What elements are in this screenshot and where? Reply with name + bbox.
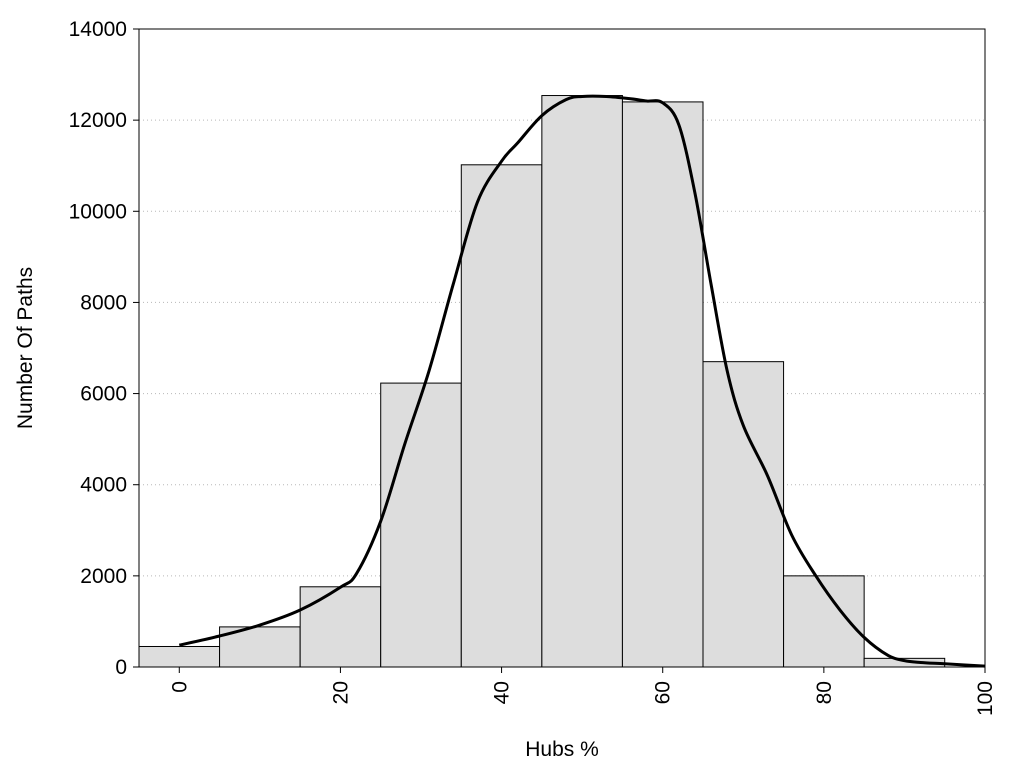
x-tick-label: 100: [974, 681, 997, 716]
plot-frame: [138, 28, 986, 668]
histogram-bars: [138, 95, 946, 668]
x-tick-label: 80: [813, 681, 836, 704]
x-axis-ticks: 0 20 40 60 80 100: [168, 667, 997, 716]
density-curve-line: [178, 94, 986, 668]
y-tick-label: 12000: [69, 109, 127, 132]
y-tick-label: 0: [115, 656, 127, 679]
x-axis-title: Hubs %: [525, 738, 599, 761]
histogram-bar: [460, 164, 543, 668]
y-tick-label: 4000: [80, 474, 127, 497]
density-curve: [178, 94, 986, 668]
x-tick-label: 40: [491, 681, 514, 704]
histogram-bar: [541, 95, 623, 668]
histogram-bar: [380, 382, 462, 668]
y-tick-label: 10000: [69, 200, 127, 223]
histogram-bar: [621, 101, 704, 668]
y-tick-label: 14000: [69, 18, 127, 41]
y-tick-label: 6000: [80, 383, 127, 406]
x-tick-label: 20: [329, 681, 352, 704]
x-tick-label: 60: [652, 681, 675, 704]
y-axis-title: Number Of Paths: [14, 267, 37, 429]
histogram-bar: [138, 645, 221, 668]
histogram-bar: [702, 361, 785, 668]
y-tick-label: 2000: [80, 565, 127, 588]
y-tick-label: 8000: [80, 291, 127, 314]
x-tick-label: 0: [168, 681, 191, 693]
histogram-bar: [299, 586, 382, 668]
y-axis-ticks: 0 2000 4000 6000 8000 10000 12000 14000: [69, 18, 139, 679]
